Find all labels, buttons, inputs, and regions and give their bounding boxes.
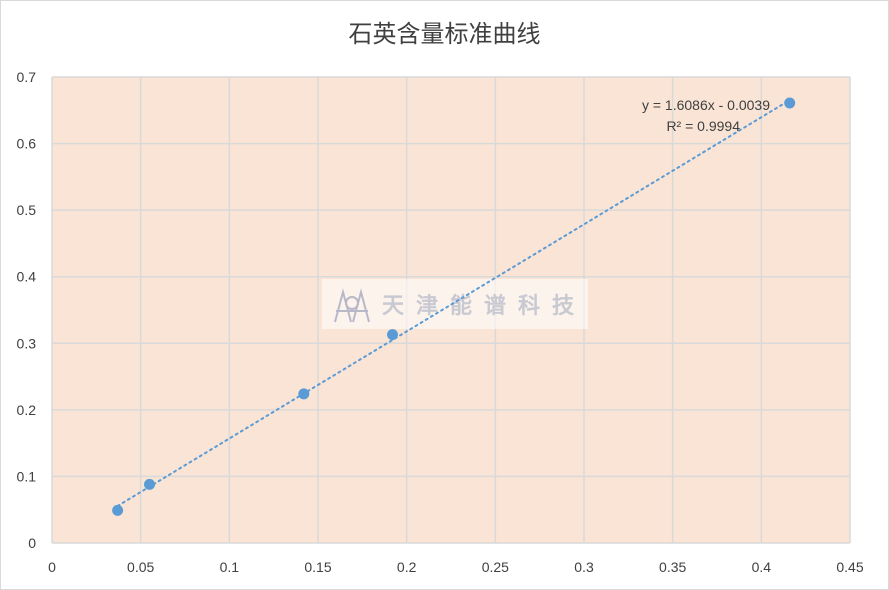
tick-labels: 0 0.05 0.1 0.15 0.2 0.25 0.3 0.35 0.4 0.45 0 0.1 0.2… [17,69,864,575]
gridlines [51,76,851,544]
x-tick-label: 0.4 [752,559,772,575]
chart-title: 石英含量标准曲线 [348,20,541,48]
y-tick-label: 0.1 [17,468,37,484]
watermark: 天津能谱科技 [322,279,588,329]
data-point [144,478,156,490]
watermark-logo [334,288,370,323]
y-tick-label: 0 [28,535,36,551]
y-tick-label: 0.7 [17,69,37,85]
x-tick-label: 0.2 [397,559,417,575]
data-points [112,97,796,516]
trendline-r-squared: R² = 0.9994 [666,118,740,134]
x-tick-label: 0.45 [836,559,863,575]
y-tick-label: 0.6 [17,136,37,152]
trendline-equation: y = 1.6086x - 0.0039 [642,97,770,113]
x-tick-label: 0.3 [574,559,594,575]
y-tick-label: 0.5 [17,202,37,218]
y-tick-label: 0.3 [17,335,37,351]
data-point [386,329,398,341]
y-tick-label: 0.4 [17,269,37,285]
x-tick-label: 0.15 [304,559,331,575]
y-tick-label: 0.2 [17,402,37,418]
trendline [116,99,791,507]
data-point [784,97,796,109]
x-tick-label: 0.35 [659,559,686,575]
data-point [112,504,124,516]
x-tick-label: 0.1 [220,559,240,575]
watermark-text: 天津能谱科技 [382,293,586,319]
x-tick-label: 0.25 [482,559,509,575]
data-point [298,388,310,400]
x-tick-label: 0.05 [127,559,154,575]
x-tick-label: 0 [48,559,56,575]
